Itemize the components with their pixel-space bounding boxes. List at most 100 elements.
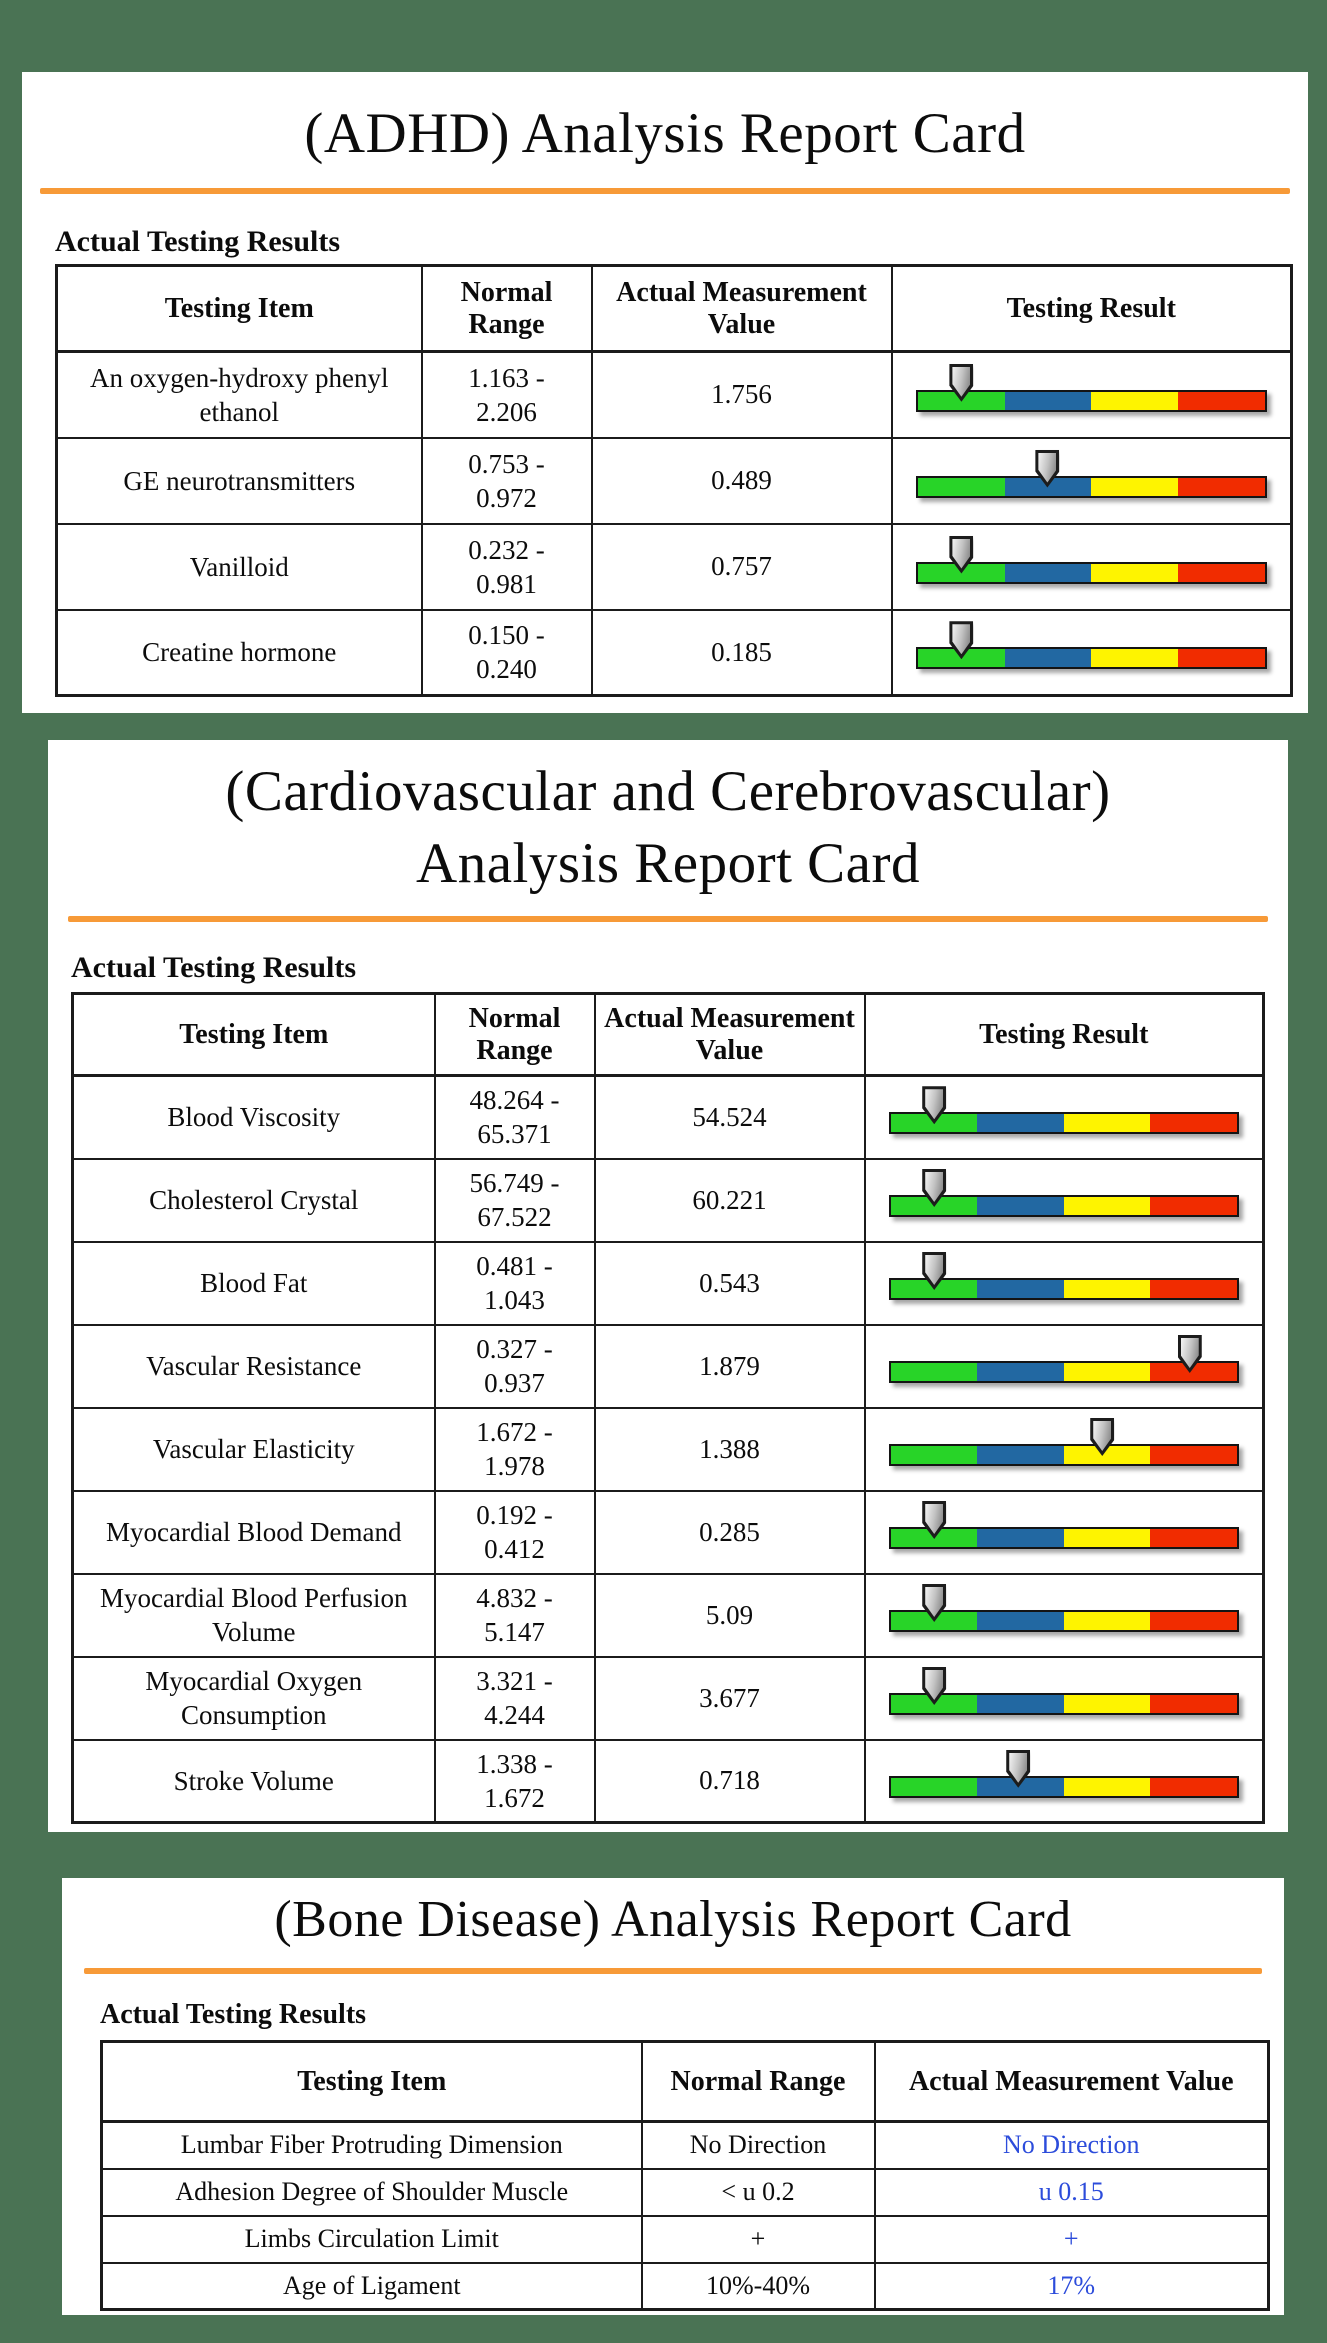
bar-segment-yellow — [1091, 477, 1179, 496]
bar-segment-yellow — [1091, 563, 1179, 582]
table-row: Vascular Resistance 0.327 - 0.937 1.879 — [71, 1323, 1265, 1409]
testing-item-cell: Adhesion Degree of Shoulder Muscle — [100, 2167, 643, 2217]
table-row: Vascular Elasticity 1.672 - 1.978 1.388 — [71, 1406, 1265, 1492]
table-row: Blood Fat 0.481 - 1.043 0.543 — [71, 1240, 1265, 1326]
normal-range-cell: 1.163 - 2.206 — [420, 350, 593, 439]
table-header: Testing Item Normal Range Actual Measureme… — [71, 992, 1265, 1077]
result-marker-icon — [922, 1086, 947, 1125]
result-bar-track — [915, 389, 1267, 412]
table-body: Blood Viscosity 48.264 - 65.371 54.524 Chol… — [71, 1074, 1265, 1824]
header-cell: Normal Range — [640, 2040, 876, 2123]
bar-segment-red — [1178, 563, 1265, 582]
testing-item-cell: Age of Ligament — [100, 2261, 643, 2311]
result-bar-track — [888, 1610, 1239, 1632]
normal-range-cell: 0.232 - 0.981 — [420, 522, 593, 611]
normal-range-cell: 48.264 - 65.371 — [433, 1074, 596, 1160]
header-cell: Normal Range — [420, 264, 593, 353]
bar-segment-green — [917, 477, 1005, 496]
result-bar-track — [888, 1195, 1239, 1217]
result-bar — [888, 1501, 1239, 1549]
header-cell: Actual Measurement Value — [873, 2040, 1270, 2123]
table-row: Adhesion Degree of Shoulder Muscle < u 0.… — [100, 2167, 1270, 2217]
result-marker-core — [925, 1089, 944, 1120]
report-card-cardiovascular: (Cardiovascular and Cerebrovascular) Ana… — [48, 740, 1288, 1832]
result-marker-icon — [922, 1169, 947, 1207]
bar-segment-blue — [1004, 391, 1092, 410]
result-bar — [915, 535, 1267, 584]
testing-item-cell: Vascular Resistance — [71, 1323, 436, 1409]
bar-segment-blue — [977, 1363, 1064, 1381]
measurement-value-cell: 0.757 — [590, 522, 893, 611]
measurement-value-cell: + — [873, 2214, 1270, 2264]
bar-segment-red — [1150, 1446, 1237, 1464]
normal-range-cell: 0.192 - 0.412 — [433, 1489, 596, 1575]
table-row: An oxygen-hydroxy phenyl ethanol 1.163 - … — [55, 350, 1293, 439]
measurement-value-cell: 0.489 — [590, 436, 893, 525]
bar-segment-yellow — [1063, 1446, 1151, 1464]
bar-segment-blue — [977, 1777, 1064, 1796]
result-bar-track — [888, 1112, 1239, 1135]
bar-segment-blue — [977, 1612, 1064, 1630]
result-bar — [915, 363, 1267, 412]
header-cell: Testing Result — [863, 992, 1265, 1077]
testing-item-cell: Limbs Circulation Limit — [100, 2214, 643, 2264]
testing-item-cell: Lumbar Fiber Protruding Dimension — [100, 2120, 643, 2170]
bar-segment-yellow — [1063, 1363, 1151, 1381]
bar-segment-green — [890, 1446, 978, 1464]
bar-segment-red — [1150, 1777, 1237, 1796]
bar-segment-yellow — [1063, 1114, 1151, 1133]
table-row: Myocardial Blood Perfusion Volume 4.832 -… — [71, 1572, 1265, 1658]
result-bar-track — [888, 1527, 1239, 1549]
bar-segment-yellow — [1063, 1695, 1151, 1713]
result-bar — [888, 1749, 1239, 1798]
orange-divider — [40, 188, 1290, 194]
result-bar — [888, 1169, 1239, 1217]
header-row: Testing Item Normal Range Actual Measureme… — [55, 264, 1293, 353]
result-bar-track — [888, 1361, 1239, 1383]
testing-item-cell: Blood Viscosity — [71, 1074, 436, 1160]
result-bar-track — [888, 1444, 1239, 1466]
testing-result-cell — [863, 1655, 1265, 1741]
testing-result-cell — [863, 1157, 1265, 1243]
result-marker-core — [1180, 1338, 1199, 1368]
bar-segment-yellow — [1091, 391, 1179, 410]
result-bar-track — [915, 647, 1267, 670]
testing-item-cell: Blood Fat — [71, 1240, 436, 1326]
result-marker-core — [925, 1255, 944, 1285]
result-marker-core — [925, 1670, 944, 1700]
bar-segment-red — [1178, 649, 1265, 668]
result-bar — [915, 621, 1267, 670]
bar-segment-yellow — [1063, 1612, 1151, 1630]
testing-item-cell: Myocardial Blood Demand — [71, 1489, 436, 1575]
measurement-value-cell: 3.677 — [593, 1655, 866, 1741]
testing-result-cell — [863, 1489, 1265, 1575]
testing-result-cell — [863, 1738, 1265, 1824]
result-marker-core — [1009, 1752, 1028, 1783]
header-cell: Testing Result — [890, 264, 1293, 353]
table-header: Testing Item Normal Range Actual Measureme… — [100, 2040, 1270, 2123]
table-row: Blood Viscosity 48.264 - 65.371 54.524 — [71, 1074, 1265, 1160]
table-row: Myocardial Oxygen Consumption 3.321 - 4.2… — [71, 1655, 1265, 1741]
normal-range-cell: 0.327 - 0.937 — [433, 1323, 596, 1409]
measurement-value-cell: 17% — [873, 2261, 1270, 2311]
table-body: Lumbar Fiber Protruding Dimension No Dire… — [100, 2120, 1270, 2311]
table-row: Limbs Circulation Limit + + — [100, 2214, 1270, 2264]
normal-range-cell: 0.150 - 0.240 — [420, 608, 593, 697]
card-title: (ADHD) Analysis Report Card — [304, 102, 1026, 165]
result-marker-core — [925, 1504, 944, 1534]
table-row: Cholesterol Crystal 56.749 - 67.522 60.221 — [71, 1157, 1265, 1243]
testing-result-cell — [863, 1572, 1265, 1658]
bar-segment-red — [1150, 1114, 1237, 1133]
testing-result-cell — [863, 1240, 1265, 1326]
table-row: Stroke Volume 1.338 - 1.672 0.718 — [71, 1738, 1265, 1824]
testing-item-cell: Creatine hormone — [55, 608, 423, 697]
testing-result-cell — [890, 350, 1293, 439]
result-bar-track — [915, 561, 1267, 584]
testing-result-cell — [863, 1323, 1265, 1409]
header-cell: Normal Range — [433, 992, 596, 1077]
measurement-value-cell: No Direction — [873, 2120, 1270, 2170]
result-marker-icon — [949, 535, 974, 574]
normal-range-cell: 56.749 - 67.522 — [433, 1157, 596, 1243]
results-table: Testing Item Normal Range Actual Measureme… — [55, 264, 1293, 697]
measurement-value-cell: 0.718 — [593, 1738, 866, 1824]
